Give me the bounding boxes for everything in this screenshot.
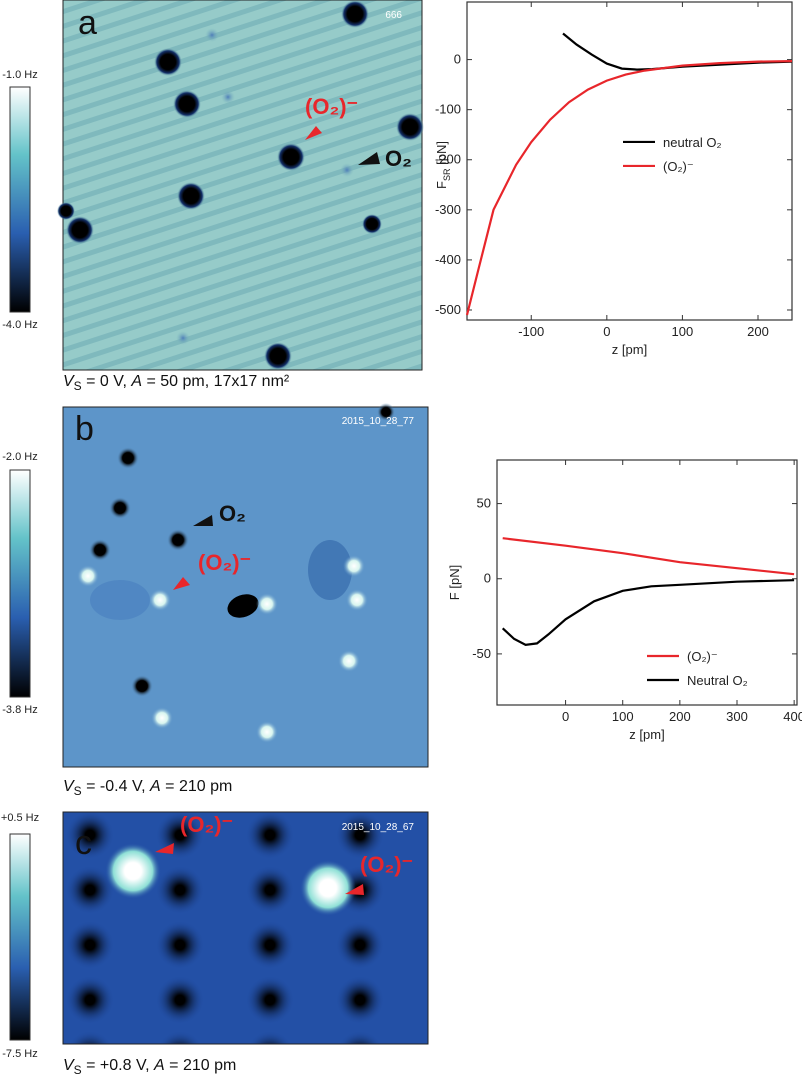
arrow <box>193 515 213 526</box>
x-tick-label: 0 <box>603 324 610 339</box>
arrow <box>305 126 322 140</box>
y-axis-label: F [pN] <box>447 565 462 600</box>
afm-image <box>62 0 423 371</box>
molecules <box>57 0 424 370</box>
x-tick-label: 200 <box>669 709 691 724</box>
arrow <box>358 152 380 165</box>
panel-letter: b <box>75 410 94 448</box>
y-tick-label: -100 <box>435 102 461 117</box>
series-line <box>502 537 795 576</box>
image-id: 2015_10_28_77 <box>342 416 415 427</box>
colorbar-max: -1.0 Hz <box>2 69 37 81</box>
caption: VS = 0 V, A = 50 pm, 17x17 nm² <box>63 373 290 393</box>
series-line <box>501 579 795 647</box>
panel-letter: c <box>75 824 92 862</box>
molecules <box>77 403 395 743</box>
y-tick-label: 50 <box>477 496 491 511</box>
series-line <box>562 32 793 71</box>
afm-image <box>62 811 429 1045</box>
bright-feature <box>300 860 356 916</box>
colorbar-max: -2.0 Hz <box>2 451 37 463</box>
series-line <box>465 60 793 316</box>
y-tick-label: -500 <box>435 302 461 317</box>
y-tick-label: -400 <box>435 252 461 267</box>
colorbar-max: +0.5 Hz <box>1 812 39 824</box>
colorbar <box>9 469 31 698</box>
y-tick-label: -200 <box>435 152 461 167</box>
annotation: O₂ <box>219 501 246 526</box>
arrow <box>173 577 190 590</box>
x-tick-label: 0 <box>562 709 569 724</box>
legend-label: neutral O₂ <box>663 135 722 150</box>
y-axis-label: FSR [pN] <box>434 141 452 189</box>
legend-label: (O₂)⁻ <box>687 649 718 664</box>
x-axis-label: z [pm] <box>612 342 647 357</box>
caption: VS = +0.8 V, A = 210 pm <box>63 1057 236 1077</box>
caption: VS = -0.4 V, A = 210 pm <box>63 778 232 798</box>
annotation: (O₂)⁻ <box>360 852 413 877</box>
annotation: O₂ <box>385 146 412 171</box>
x-axis-label: z [pm] <box>629 727 664 742</box>
colorbar-min: -3.8 Hz <box>2 704 37 716</box>
colorbar-min: -4.0 Hz <box>2 319 37 331</box>
panel-a: -1.0 Hz -4.0 Hz 666 a (O₂)⁻ O₂ VS = 0 V,… <box>2 0 424 393</box>
y-tick-label: 0 <box>454 52 461 67</box>
panel-c: +0.5 Hz -7.5 Hz 2015_10_28_67 c (O₂)⁻ (O… <box>1 811 429 1077</box>
x-tick-label: 200 <box>747 324 769 339</box>
annotation: (O₂)⁻ <box>198 550 251 575</box>
arrow <box>155 843 174 854</box>
x-tick-label: -100 <box>518 324 544 339</box>
annotation: (O₂)⁻ <box>305 94 358 119</box>
arrow <box>345 884 364 895</box>
plot-frame <box>466 1 793 321</box>
y-tick-label: -50 <box>472 646 491 661</box>
annotation: (O₂)⁻ <box>180 812 233 837</box>
bright-feature <box>105 843 161 899</box>
x-tick-label: 400 <box>783 709 802 724</box>
colorbar <box>9 833 31 1041</box>
legend-label: Neutral O₂ <box>687 673 748 688</box>
plot-frame <box>496 459 798 706</box>
legend-label: (O₂)⁻ <box>663 159 694 174</box>
x-tick-label: 100 <box>612 709 634 724</box>
colorbar <box>9 86 31 313</box>
colorbar-min: -7.5 Hz <box>2 1048 37 1060</box>
panel-letter: a <box>78 4 97 42</box>
y-tick-label: -300 <box>435 202 461 217</box>
image-id: 666 <box>385 10 402 21</box>
x-tick-label: 300 <box>726 709 748 724</box>
y-tick-label: 0 <box>484 571 491 586</box>
image-id: 2015_10_28_67 <box>342 822 415 833</box>
x-tick-label: 100 <box>672 324 694 339</box>
panel-b: -2.0 Hz -3.8 Hz 2015_10_28_77 b O₂ (O₂)⁻… <box>2 403 429 798</box>
